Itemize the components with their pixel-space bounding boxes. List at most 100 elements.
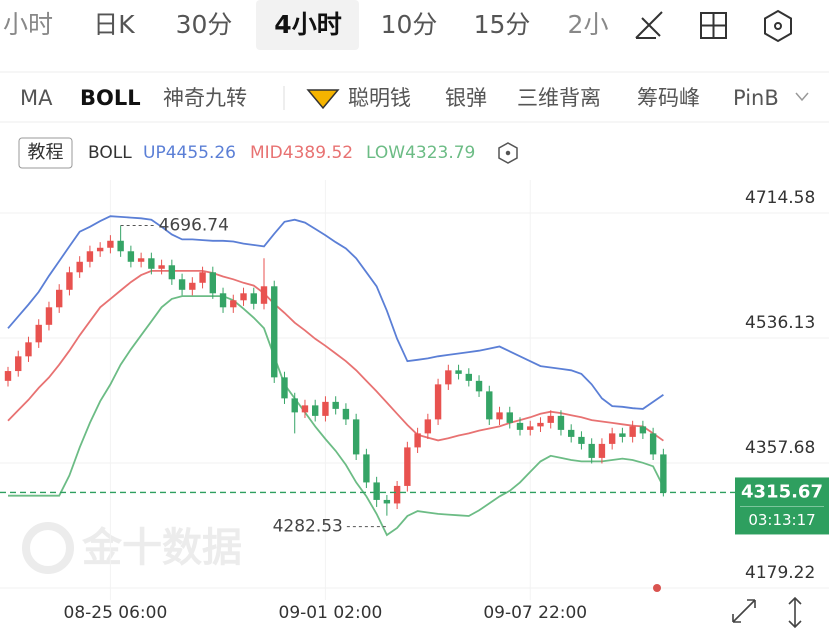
event-dot[interactable] (653, 584, 661, 592)
candle-body (639, 426, 647, 434)
candle-body (465, 373, 472, 381)
indicator-tab[interactable]: 聪明钱 (348, 86, 411, 110)
candle-body (414, 433, 421, 448)
legend-name: LOW (366, 143, 405, 163)
indicator-tab[interactable]: MA (20, 86, 53, 110)
candle-body (250, 293, 257, 304)
band-line (7, 215, 664, 410)
candle-body (301, 405, 309, 413)
legend-entry: MID4389.52 (250, 143, 353, 163)
candle-body (527, 426, 534, 430)
chevron[interactable] (795, 92, 809, 102)
candle-body (332, 401, 339, 409)
draw-icon[interactable] (635, 11, 663, 39)
plot: 4714.58 4536.13 4357.68 4179.22 08-25 06:00 0… (0, 180, 829, 623)
candle-body (598, 443, 606, 458)
candle-body (383, 499, 391, 504)
candle-body (158, 265, 165, 269)
candle-body (66, 272, 73, 290)
y-tick-label: 4714.58 (745, 188, 815, 208)
watermark: 金十数据 (22, 522, 242, 574)
indicator-tab[interactable]: 三维背离 (517, 86, 601, 110)
expand-icon[interactable] (732, 599, 756, 623)
candle-body (199, 272, 206, 283)
candle-body (547, 415, 554, 423)
candle-body (557, 415, 565, 430)
candle-body (352, 419, 360, 455)
band-line (7, 270, 664, 442)
indicator-tab[interactable]: PinB (733, 86, 779, 110)
candle-body (168, 265, 176, 280)
tab[interactable]: 日K (93, 10, 135, 39)
legend-name: UP (143, 143, 166, 163)
candle-body (148, 258, 155, 269)
legend-value: 4389.52 (283, 143, 353, 163)
y-tick-label: 4179.22 (745, 563, 815, 583)
tab[interactable]: 30分 (176, 10, 233, 39)
indicator-name: BOLL (88, 143, 132, 163)
y-tick-label: 4536.13 (745, 313, 815, 333)
candle-body (291, 398, 298, 413)
candle-body (373, 482, 380, 500)
tab[interactable]: 2小 (568, 10, 609, 39)
legend: UP4455.26 MID4389.52 LOW4323.79 (143, 143, 475, 163)
candle-body (117, 240, 124, 252)
candle-body (445, 370, 452, 385)
candle-body (516, 422, 524, 430)
band-line (8, 295, 665, 537)
candle-body (455, 370, 462, 374)
candle-body (189, 282, 196, 290)
candle-body (137, 258, 145, 262)
indicator-tab[interactable]: 筹码峰 (637, 86, 700, 110)
legend-name: MID (250, 143, 283, 163)
candle-body (35, 324, 42, 343)
tutorial-button[interactable] (18, 137, 73, 169)
active-tab-bg (256, 0, 359, 50)
tutorial-label[interactable]: 教程 (28, 142, 64, 163)
legend-entry: LOW4323.79 (366, 143, 475, 163)
candle-body (660, 454, 667, 493)
tab[interactable]: 小时 (3, 10, 53, 39)
x-tick-label: 09-01 02:00 (279, 603, 383, 623)
layout-icon[interactable] (700, 12, 727, 39)
candle-body (393, 485, 401, 504)
tab-bar: 小时 日K 30分 4小时 10分 15分 2小 (3, 10, 608, 39)
candle-body (342, 408, 350, 420)
indicator-bar: MA BOLL 神奇九转 聪明钱 银弹 三维背离 筹码峰 PinB (20, 86, 779, 110)
candle-body (312, 405, 319, 416)
x-tick-label: 08-25 06:00 (64, 603, 168, 623)
candle-body (588, 443, 595, 458)
candle-body (45, 307, 53, 325)
candle-body (496, 412, 503, 420)
candle-body (271, 286, 278, 378)
settings-icon[interactable] (764, 9, 792, 43)
vertical-scale-icon[interactable] (788, 596, 802, 629)
candle-body (209, 272, 216, 294)
candle-body (15, 356, 22, 372)
candle-body (404, 447, 411, 486)
candle-body (608, 433, 616, 444)
candle-body (76, 261, 83, 273)
candle-body (240, 293, 247, 301)
legend-value: 4323.79 (405, 143, 475, 163)
candle-body (424, 419, 432, 434)
candle-body (219, 293, 227, 308)
tab[interactable]: 4小时 (274, 10, 341, 39)
indicator-tab[interactable]: BOLL (80, 86, 141, 110)
tab[interactable]: 15分 (474, 10, 531, 39)
candle-body (649, 433, 657, 455)
max-label: 4696.74 (159, 216, 229, 236)
candle-body (230, 300, 237, 308)
legend-value: 4455.26 (166, 143, 236, 163)
indicator-tab[interactable]: 银弹 (445, 86, 487, 110)
info-icon[interactable] (498, 142, 518, 164)
candle-body (4, 371, 12, 381)
candle-body (475, 380, 483, 392)
tab[interactable]: 10分 (381, 10, 438, 39)
legend-entry: UP4455.26 (143, 143, 236, 163)
min-label: 4282.53 (273, 517, 343, 537)
x-tick-label: 09-07 22:00 (483, 603, 587, 623)
indicator-tab[interactable]: 神奇九转 (163, 86, 247, 110)
